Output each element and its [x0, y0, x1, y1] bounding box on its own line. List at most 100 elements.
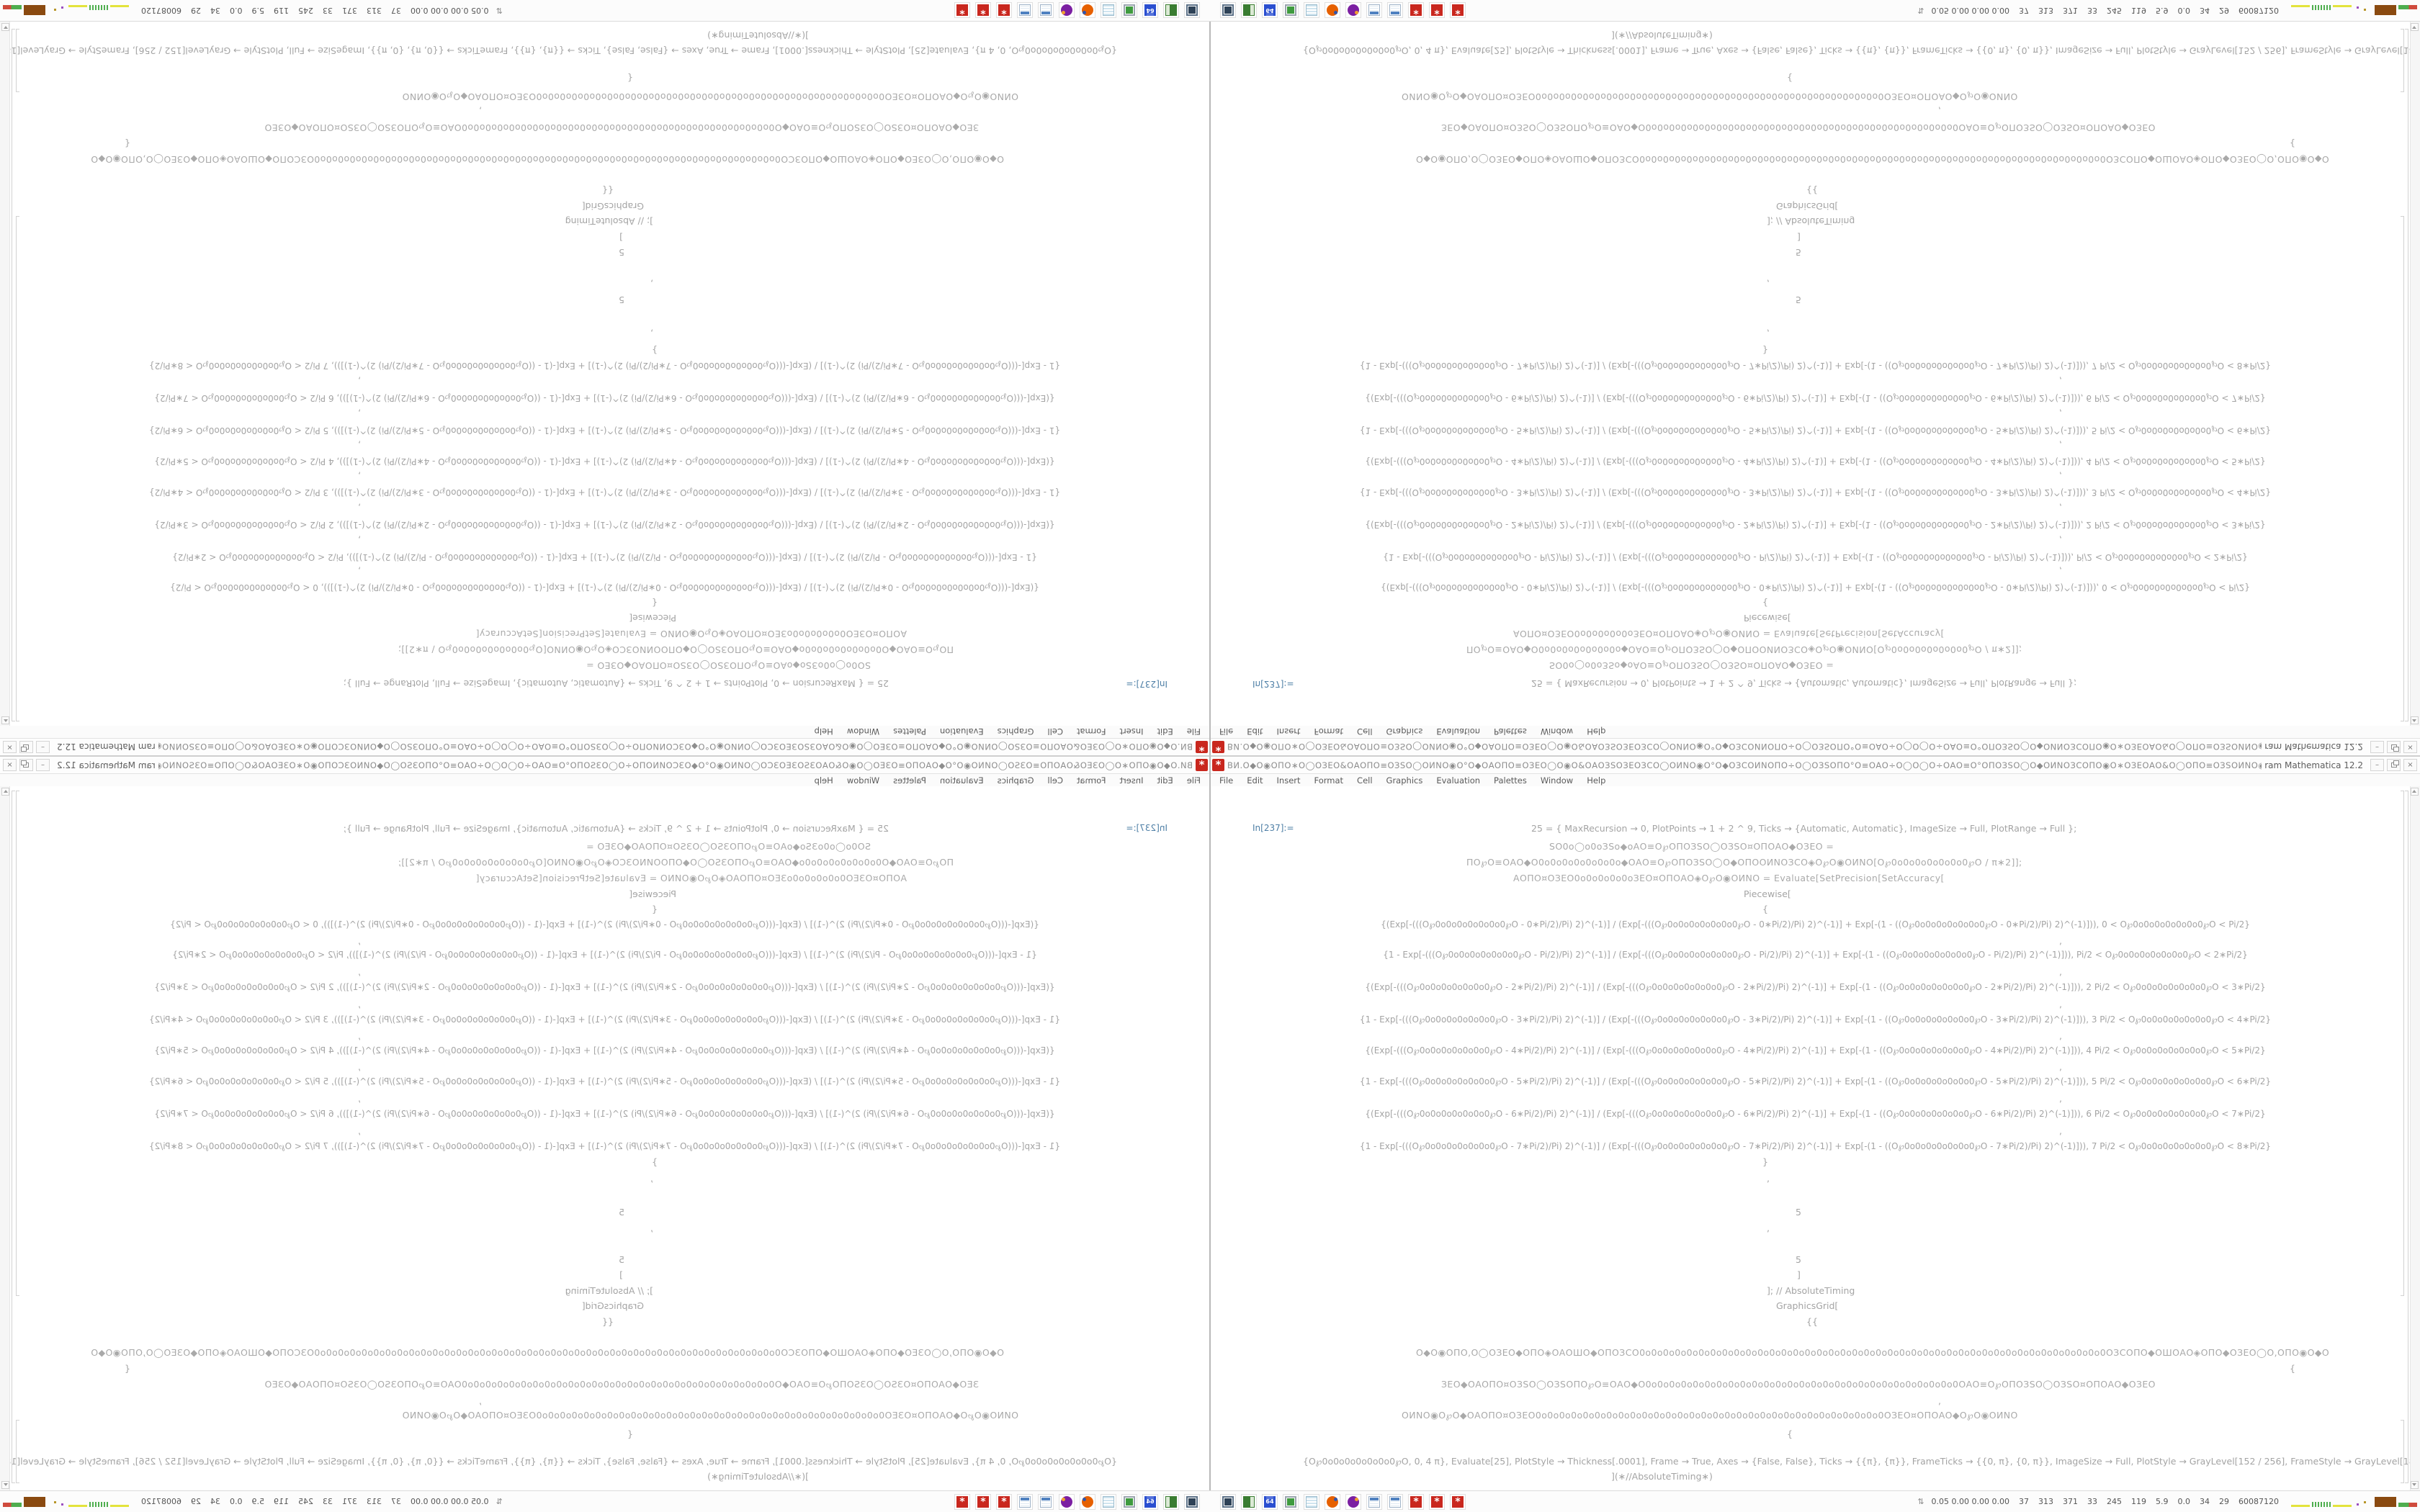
- calculator-launcher-icon[interactable]: [1366, 1493, 1382, 1510]
- firefox-launcher-icon[interactable]: [1325, 2, 1340, 19]
- menu-item[interactable]: Insert: [1276, 726, 1301, 737]
- restore-button[interactable]: [19, 741, 33, 753]
- menu-item[interactable]: Help: [1587, 726, 1606, 737]
- floppy-64-launcher-icon[interactable]: 64: [1142, 1493, 1158, 1510]
- monitor-camera-launcher-icon[interactable]: [1220, 2, 1236, 19]
- menu-item[interactable]: Format: [1076, 775, 1106, 786]
- cell-bracket[interactable]: [2401, 1420, 2404, 1483]
- notepad-launcher-icon[interactable]: [1101, 1493, 1116, 1510]
- red-gear-launcher-icon[interactable]: *: [996, 2, 1012, 19]
- scroll-up-arrow[interactable]: [1, 788, 9, 796]
- vertical-scrollbar[interactable]: [2410, 22, 2420, 726]
- menu-item[interactable]: Edit: [1247, 775, 1263, 786]
- green-book-launcher-icon[interactable]: [1241, 2, 1257, 19]
- close-button[interactable]: ×: [2403, 741, 2417, 753]
- red-gear-launcher-icon[interactable]: *: [975, 2, 991, 19]
- minimize-button[interactable]: –: [36, 759, 50, 771]
- red-gear-launcher-icon[interactable]: *: [1408, 1493, 1424, 1510]
- scroll-down-arrow[interactable]: [1, 1481, 9, 1489]
- green-book-launcher-icon[interactable]: [1241, 1493, 1257, 1510]
- scroll-down-arrow[interactable]: [2411, 1481, 2419, 1489]
- menu-item[interactable]: Edit: [1157, 775, 1173, 786]
- cell-bracket[interactable]: [2405, 29, 2408, 721]
- monitor-camera-launcher-icon[interactable]: [1184, 1493, 1200, 1510]
- monitor-xterm-launcher-icon[interactable]: [1121, 2, 1137, 19]
- menu-item[interactable]: File: [1186, 726, 1201, 737]
- calculator-launcher-icon[interactable]: [1017, 2, 1033, 19]
- menu-item[interactable]: Edit: [1157, 726, 1173, 737]
- menu-item[interactable]: Help: [814, 726, 833, 737]
- floppy-64-launcher-icon[interactable]: 64: [1142, 2, 1158, 19]
- window-titlebar[interactable]: * ВИ.О◆О◉ОПО∗О◯ОЗЕО&ОАОПО≡ОЗЅО◯ОИNО◉О°О◆…: [1211, 757, 2420, 774]
- green-book-launcher-icon[interactable]: [1163, 1493, 1179, 1510]
- menu-item[interactable]: Insert: [1119, 726, 1144, 737]
- red-gear-launcher-icon[interactable]: *: [954, 2, 970, 19]
- red-gear-launcher-icon[interactable]: *: [954, 1493, 970, 1510]
- menu-item[interactable]: Window: [846, 775, 880, 786]
- window-titlebar[interactable]: * ВИ.О◆О◉ОПО∗О◯ОЗЕО&ОАОПО≡ОЗЅО◯ОИNО◉О°О◆…: [0, 757, 1209, 774]
- red-gear-launcher-icon[interactable]: *: [1429, 2, 1445, 19]
- menu-item[interactable]: File: [1219, 775, 1234, 786]
- calculator-launcher-icon[interactable]: [1387, 1493, 1403, 1510]
- notepad-launcher-icon[interactable]: [1101, 2, 1116, 19]
- notebook-canvas[interactable]: In[237]:= 25 = { MaxRecursion → 0, PlotPo…: [1211, 786, 2420, 1490]
- minimize-button[interactable]: –: [36, 741, 50, 753]
- scroll-down-arrow[interactable]: [1, 23, 9, 31]
- close-button[interactable]: ×: [3, 759, 17, 771]
- vertical-scrollbar[interactable]: [0, 786, 10, 1490]
- calculator-launcher-icon[interactable]: [1366, 2, 1382, 19]
- menu-item[interactable]: Window: [1540, 775, 1574, 786]
- window-titlebar[interactable]: * ВИ.О◆О◉ОПО∗О◯ОЗЕО&ОАОПО≡ОЗЅО◯ОИNО◉О°О◆…: [0, 738, 1209, 755]
- calculator-launcher-icon[interactable]: [1387, 2, 1403, 19]
- menu-item[interactable]: File: [1186, 775, 1201, 786]
- purple-app-launcher-icon[interactable]: [1059, 2, 1075, 19]
- monitor-camera-launcher-icon[interactable]: [1184, 2, 1200, 19]
- firefox-launcher-icon[interactable]: [1325, 1493, 1340, 1510]
- vertical-scrollbar[interactable]: [2410, 786, 2420, 1490]
- firefox-launcher-icon[interactable]: [1080, 2, 1095, 19]
- scroll-up-arrow[interactable]: [2411, 716, 2419, 724]
- menu-item[interactable]: Graphics: [997, 726, 1034, 737]
- menu-item[interactable]: Evaluation: [939, 726, 984, 737]
- menu-item[interactable]: Format: [1314, 726, 1344, 737]
- minimize-button[interactable]: –: [2370, 759, 2384, 771]
- red-gear-launcher-icon[interactable]: *: [975, 1493, 991, 1510]
- menu-item[interactable]: Format: [1314, 775, 1344, 786]
- red-gear-launcher-icon[interactable]: *: [1429, 1493, 1445, 1510]
- menu-item[interactable]: Insert: [1276, 775, 1301, 786]
- cell-bracket[interactable]: [12, 29, 15, 721]
- menu-item[interactable]: Window: [846, 726, 880, 737]
- notebook-canvas[interactable]: In[237]:= 25 = { MaxRecursion → 0, PlotPo…: [0, 22, 1209, 726]
- menu-item[interactable]: Cell: [1047, 775, 1063, 786]
- menu-item[interactable]: Insert: [1119, 775, 1144, 786]
- cell-bracket[interactable]: [16, 791, 19, 1296]
- cell-bracket[interactable]: [16, 216, 19, 721]
- menu-item[interactable]: Evaluation: [939, 775, 984, 786]
- cell-bracket[interactable]: [16, 29, 19, 92]
- firefox-launcher-icon[interactable]: [1080, 1493, 1095, 1510]
- menu-item[interactable]: File: [1219, 726, 1234, 737]
- cell-bracket[interactable]: [2405, 791, 2408, 1483]
- menu-item[interactable]: Palettes: [893, 726, 926, 737]
- menu-item[interactable]: Edit: [1247, 726, 1263, 737]
- cell-bracket[interactable]: [16, 1420, 19, 1483]
- vertical-scrollbar[interactable]: [0, 22, 10, 726]
- red-gear-launcher-icon[interactable]: *: [1450, 1493, 1466, 1510]
- monitor-camera-launcher-icon[interactable]: [1220, 1493, 1236, 1510]
- menu-item[interactable]: Evaluation: [1436, 775, 1481, 786]
- menu-item[interactable]: Cell: [1357, 775, 1373, 786]
- notebook-canvas[interactable]: In[237]:= 25 = { MaxRecursion → 0, PlotPo…: [1211, 22, 2420, 726]
- cell-bracket[interactable]: [2401, 29, 2404, 92]
- purple-app-launcher-icon[interactable]: [1345, 1493, 1361, 1510]
- window-titlebar[interactable]: * ВИ.О◆О◉ОПО∗О◯ОЗЕО&ОАОПО≡ОЗЅО◯ОИNО◉О°О◆…: [1211, 738, 2420, 755]
- minimize-button[interactable]: –: [2370, 741, 2384, 753]
- menu-item[interactable]: Graphics: [997, 775, 1034, 786]
- scroll-up-arrow[interactable]: [2411, 788, 2419, 796]
- cell-bracket[interactable]: [2401, 791, 2404, 1296]
- restore-button[interactable]: [19, 759, 33, 771]
- notepad-launcher-icon[interactable]: [1304, 2, 1319, 19]
- red-gear-launcher-icon[interactable]: *: [1450, 2, 1466, 19]
- cell-bracket[interactable]: [12, 791, 15, 1483]
- monitor-xterm-launcher-icon[interactable]: [1121, 1493, 1137, 1510]
- scroll-up-arrow[interactable]: [1, 716, 9, 724]
